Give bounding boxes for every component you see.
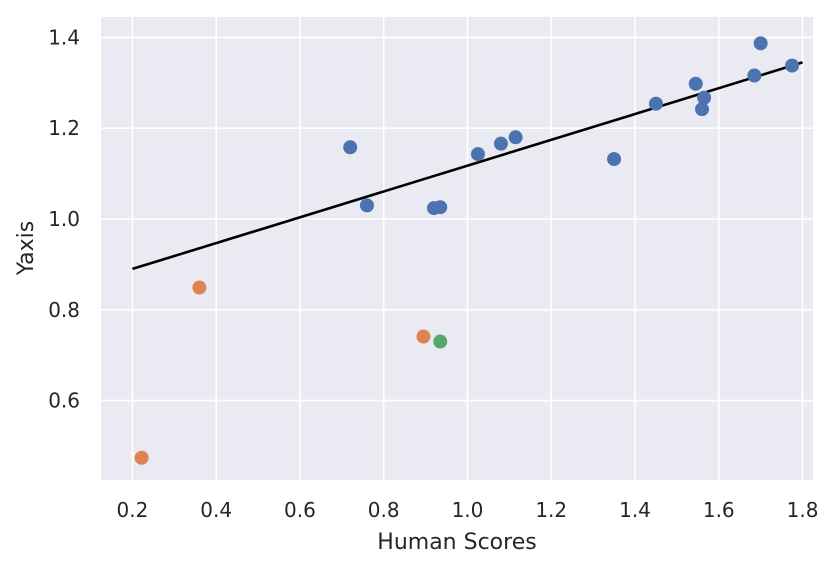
scatter-point: [747, 68, 762, 83]
y-tick-label: 1.4: [48, 25, 80, 49]
y-axis-label: Yaxis: [14, 221, 39, 276]
x-tick-label: 0.4: [200, 498, 232, 522]
scatter-point: [343, 140, 358, 155]
scatter-point: [785, 58, 800, 73]
y-tick-label: 0.6: [48, 389, 80, 413]
scatter-point: [470, 147, 485, 162]
trend-line: [132, 61, 803, 271]
scatter-point: [607, 152, 622, 167]
trend-line-layer: [132, 61, 803, 271]
x-tick-label: 1.8: [787, 498, 819, 522]
x-tick-label: 1.6: [703, 498, 735, 522]
scatter-point: [192, 280, 207, 295]
scatter-point: [359, 198, 374, 213]
data-points: [134, 36, 800, 465]
y-tick-label: 1.0: [48, 207, 80, 231]
scatter-point: [648, 96, 663, 111]
scatter-point: [508, 130, 523, 145]
grid-lines: [101, 17, 813, 480]
scatter-point: [695, 102, 710, 117]
scatter-point: [433, 200, 448, 215]
x-tick-label: 1.4: [619, 498, 651, 522]
x-tick-label: 0.2: [117, 498, 149, 522]
x-tick-label: 1.0: [452, 498, 484, 522]
scatter-point: [433, 334, 448, 349]
x-axis-label: Human Scores: [377, 530, 536, 555]
x-tick-labels: 0.2 0.4 0.6 0.8 1.0 1.2 1.4 1.6 1.8: [117, 498, 819, 522]
scatter-point: [134, 450, 149, 465]
scatter-point: [688, 76, 703, 91]
scatter-point: [416, 329, 431, 344]
y-tick-label: 1.2: [48, 116, 80, 140]
plot-background: [101, 17, 813, 480]
scatter-point: [493, 136, 508, 151]
x-tick-label: 1.2: [535, 498, 567, 522]
y-tick-labels: 0.6 0.8 1.0 1.2 1.4: [48, 25, 80, 412]
x-tick-label: 0.8: [368, 498, 400, 522]
scatter-point: [697, 90, 712, 105]
y-tick-label: 0.8: [48, 298, 80, 322]
x-tick-label: 0.6: [284, 498, 316, 522]
scatter-point: [753, 36, 768, 51]
